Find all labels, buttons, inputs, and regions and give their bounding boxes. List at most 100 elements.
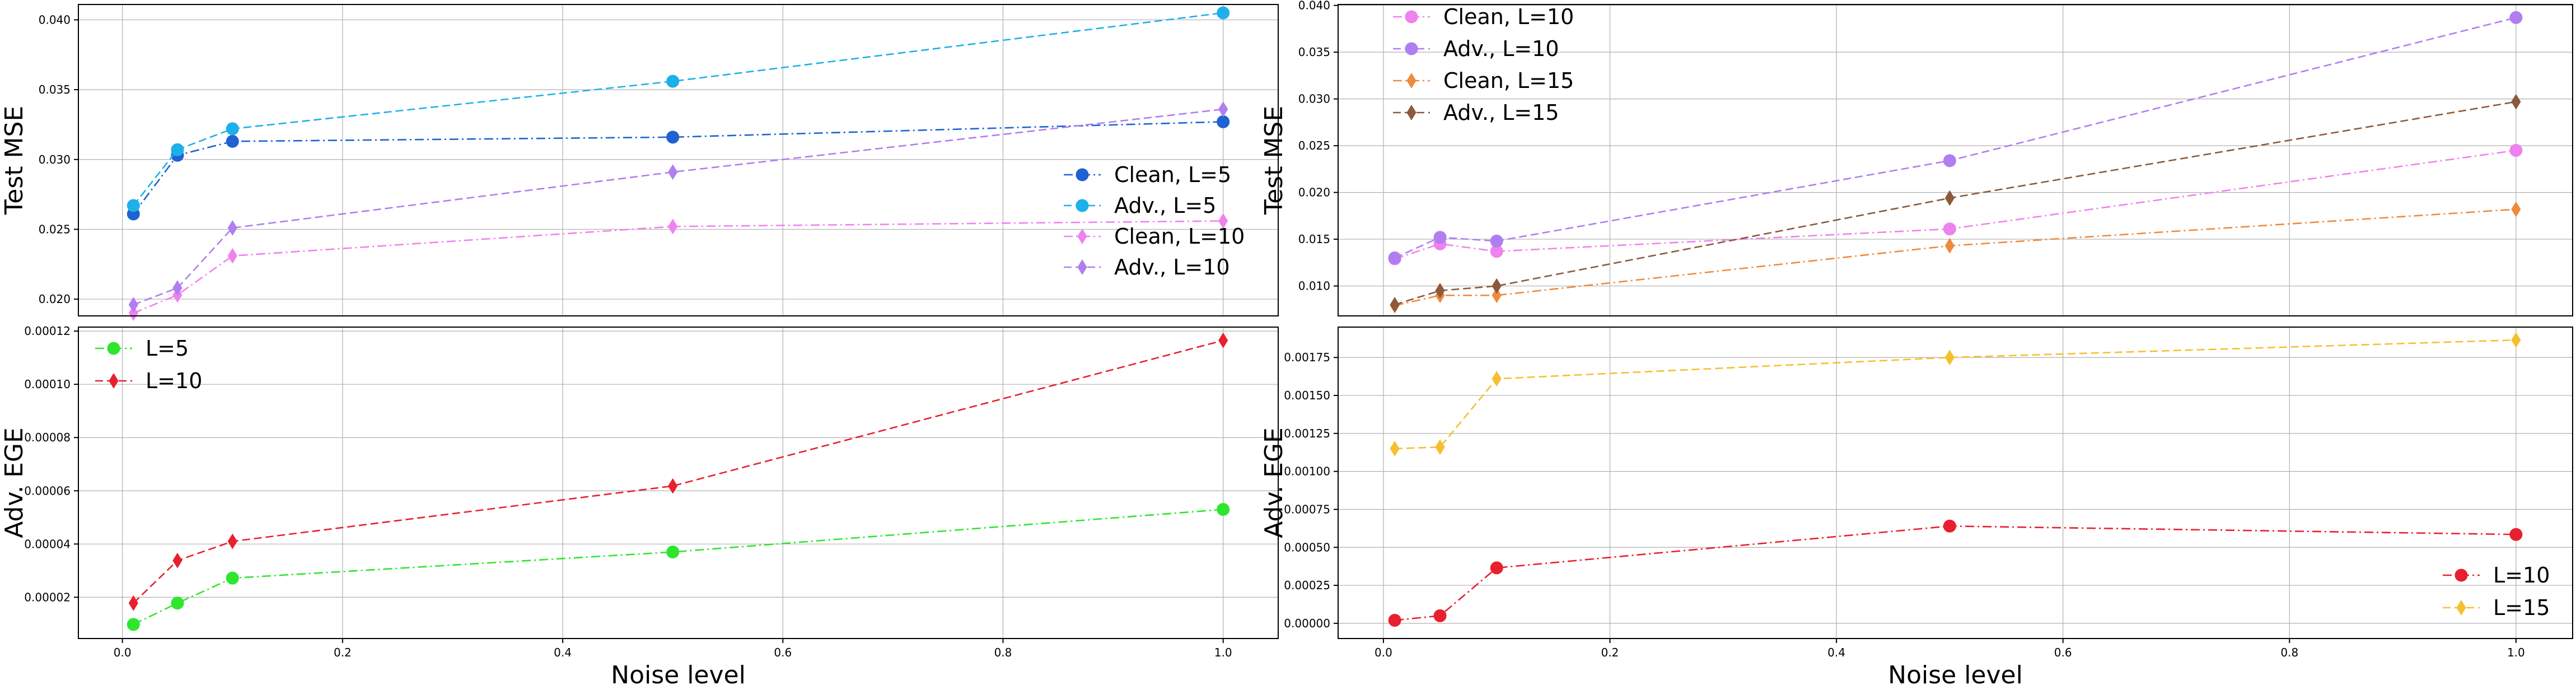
data-point <box>1218 332 1228 348</box>
legend-label: Clean, L=10 <box>1443 4 1574 29</box>
y-axis-label: Test MSE <box>1260 106 1288 215</box>
data-point <box>1435 439 1445 455</box>
y-tick-label: 0.00002 <box>24 590 71 604</box>
axes-frame <box>78 327 1279 639</box>
data-point <box>2509 528 2523 541</box>
legend-entry: L=10 <box>95 369 202 393</box>
data-point <box>2511 332 2521 348</box>
legend-entry: Clean, L=15 <box>1393 68 1574 93</box>
legend-label: Adv., L=15 <box>1443 100 1559 125</box>
series-1 <box>127 503 1230 631</box>
y-tick-label: 0.00004 <box>24 537 71 551</box>
x-tick-label: 0.6 <box>774 646 792 659</box>
x-tick-label: 1.0 <box>2507 646 2525 659</box>
data-point <box>1388 613 1401 627</box>
data-point <box>1492 278 1502 294</box>
y-axis-label: Test MSE <box>0 106 29 215</box>
y-tick-label: 0.035 <box>39 83 71 96</box>
series-1 <box>1388 519 2523 627</box>
legend: L=10 L=15 <box>2443 563 2550 620</box>
legend-marker <box>1076 199 1089 212</box>
axis-ticks: 0.010 0.015 0.020 0.025 0.030 0.035 0.040 <box>1298 0 1338 293</box>
series-2 <box>1390 332 2521 456</box>
data-point <box>1943 154 1956 167</box>
data-point <box>1218 213 1228 229</box>
grid <box>1338 327 2573 639</box>
series-2 <box>128 332 1228 611</box>
y-tick-label: 0.00025 <box>1284 579 1330 592</box>
legend-marker <box>1405 10 1418 24</box>
y-axis-label: Adv. EGE <box>0 427 29 538</box>
series-layer <box>127 332 1230 631</box>
y-tick-label: 0.00075 <box>1284 502 1330 516</box>
data-point <box>1388 251 1401 264</box>
data-point <box>668 478 678 494</box>
legend-label: L=15 <box>2493 595 2550 620</box>
y-tick-label: 0.040 <box>1298 0 1330 12</box>
data-point <box>128 297 138 313</box>
legend-label: Adv., L=10 <box>1443 36 1559 61</box>
series-layer <box>127 6 1230 321</box>
data-point <box>127 199 140 212</box>
data-point <box>227 220 237 236</box>
axes-frame <box>78 4 1279 316</box>
data-point <box>172 280 183 296</box>
x-tick-label: 0.8 <box>2280 646 2298 659</box>
legend-marker <box>1076 168 1089 181</box>
data-point <box>1217 115 1230 128</box>
y-tick-label: 0.00150 <box>1284 389 1330 402</box>
data-point <box>1433 609 1447 622</box>
data-point <box>172 552 183 568</box>
data-point <box>227 248 237 264</box>
grid <box>78 4 1278 316</box>
y-tick-label: 0.020 <box>1298 186 1330 199</box>
data-point <box>226 122 239 136</box>
x-tick-label: 0.8 <box>994 646 1012 659</box>
axis-ticks: 0.00002 0.00004 0.00006 0.00008 0.00010 0.000… <box>24 324 1232 659</box>
data-point <box>1390 441 1400 456</box>
y-tick-label: 0.00008 <box>24 431 71 444</box>
y-tick-label: 0.00000 <box>1284 617 1330 630</box>
data-point <box>227 533 237 549</box>
x-tick-label: 0.2 <box>334 646 352 659</box>
series-2 <box>127 6 1230 212</box>
legend-label: Clean, L=5 <box>1114 162 1231 187</box>
data-point <box>1492 287 1502 304</box>
data-point <box>1217 503 1230 516</box>
data-point <box>128 305 138 321</box>
legend-entry: L=5 <box>95 336 189 361</box>
legend-marker <box>1405 42 1418 55</box>
data-point <box>1218 101 1228 117</box>
panel-left-bottom: 0.00002 0.00004 0.00006 0.00008 0.00010 0.000… <box>0 324 1279 685</box>
data-point <box>1490 561 1503 575</box>
legend-entry: Clean, L=10 <box>1393 4 1574 29</box>
legend-entry: Clean, L=10 <box>1064 224 1245 249</box>
x-axis-label: Noise level <box>611 661 746 685</box>
x-tick-label: 0.0 <box>1375 646 1392 659</box>
legend-marker <box>1406 73 1416 88</box>
legend-label: Adv., L=10 <box>1114 255 1230 279</box>
data-point <box>666 131 680 144</box>
x-axis-label: Noise level <box>1888 661 2023 685</box>
data-point <box>1944 190 1955 206</box>
axes-frame <box>1338 4 2573 316</box>
legend-label: L=10 <box>146 369 202 393</box>
data-point <box>1433 231 1447 244</box>
series-line <box>1395 525 2516 621</box>
legend-entry: L=15 <box>2443 595 2550 620</box>
legend: L=5 L=10 <box>95 336 202 393</box>
legend-entry: Adv., L=10 <box>1393 36 1559 61</box>
legend-marker <box>107 342 120 355</box>
y-tick-label: 0.00175 <box>1284 351 1330 364</box>
data-point <box>1217 6 1230 20</box>
x-tick-label: 1.0 <box>1214 646 1232 659</box>
axis-ticks: 0.00000 0.00025 0.00050 0.00075 0.00100 0.001… <box>1284 351 2524 659</box>
series-line <box>1394 208 2516 306</box>
data-point <box>1943 222 1956 236</box>
axes-frame <box>1338 327 2573 639</box>
legend-entry: Adv., L=5 <box>1064 193 1216 218</box>
series-layer <box>1388 11 2523 314</box>
y-tick-label: 0.025 <box>39 222 71 236</box>
legend-marker <box>2456 600 2466 616</box>
